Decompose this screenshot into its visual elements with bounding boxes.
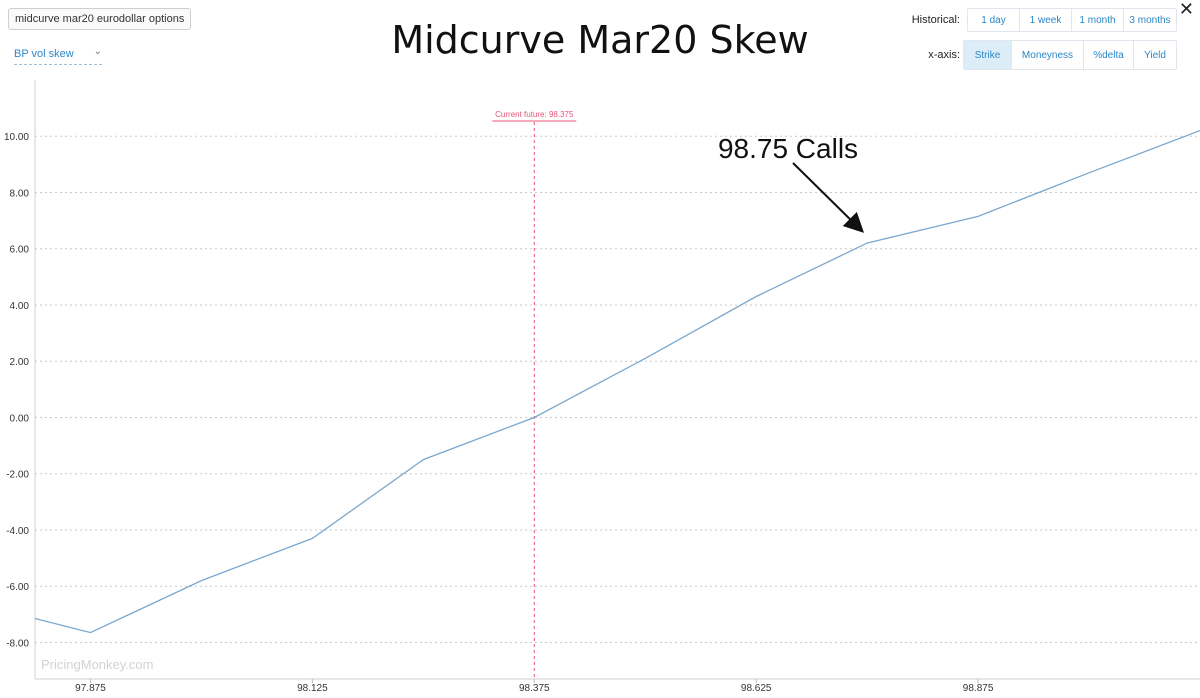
- watermark: PricingMonkey.com: [41, 657, 153, 672]
- x-axis-ticks: 97.875 98.125 98.375 98.625 98.875: [75, 679, 994, 694]
- historical-3-months-button[interactable]: 3 months: [1124, 9, 1176, 31]
- xaxis-button-group: Strike Moneyness %delta Yield: [963, 40, 1177, 70]
- series: [34, 129, 1200, 634]
- x-tick-label: 98.875: [963, 683, 994, 694]
- y-tick-label: 6.00: [10, 245, 30, 256]
- y-tick-label: -8.00: [6, 638, 29, 649]
- metric-select[interactable]: BP vol skew ⌄: [14, 46, 102, 65]
- historical-1-month-button[interactable]: 1 month: [1072, 9, 1124, 31]
- grid: [35, 135, 1200, 643]
- y-tick-label: -4.00: [6, 526, 29, 537]
- current-future-label: Current future: 98.375: [495, 110, 574, 119]
- historical-1-day-button[interactable]: 1 day: [968, 9, 1020, 31]
- x-tick-label: 98.625: [741, 683, 772, 694]
- x-tick-label: 98.375: [519, 683, 550, 694]
- x-tick-label: 98.125: [297, 683, 328, 694]
- xaxis-label: x-axis:: [928, 49, 960, 61]
- y-axis-ticks: 10.00 8.00 6.00 4.00 2.00 0.00 -2.00 -4.00 -6.00…: [4, 132, 29, 649]
- y-tick-label: 4.00: [10, 301, 30, 312]
- annotation-label: 98.75 Calls: [718, 133, 858, 164]
- xaxis-moneyness-button[interactable]: Moneyness: [1012, 41, 1084, 69]
- y-tick-label: -6.00: [6, 582, 29, 593]
- x-tick-label: 97.875: [75, 683, 106, 694]
- xaxis-delta-button[interactable]: %delta: [1084, 41, 1134, 69]
- product-label[interactable]: midcurve mar20 eurodollar options: [8, 8, 192, 30]
- chevron-down-icon: ⌄: [93, 46, 102, 57]
- y-tick-label: 8.00: [10, 188, 30, 199]
- annotation: 98.75 Calls: [718, 133, 864, 233]
- y-tick-label: 10.00: [4, 132, 29, 143]
- y-tick-label: -2.00: [6, 470, 29, 481]
- metric-select-label: BP vol skew: [14, 48, 74, 60]
- historical-button-group: 1 day 1 week 1 month 3 months: [967, 8, 1177, 32]
- chart-title: Midcurve Mar20 Skew: [391, 18, 809, 62]
- xaxis-strike-button[interactable]: Strike: [964, 41, 1012, 69]
- current-future-marker: Current future: 98.375: [492, 110, 577, 679]
- xaxis-yield-button[interactable]: Yield: [1134, 41, 1176, 69]
- y-tick-label: 2.00: [10, 357, 30, 368]
- close-icon[interactable]: ✕: [1178, 0, 1194, 19]
- y-tick-label: 0.00: [10, 413, 30, 424]
- historical-label: Historical:: [911, 14, 960, 26]
- skew-series-line: [34, 129, 1200, 634]
- historical-1-week-button[interactable]: 1 week: [1020, 9, 1072, 31]
- annotation-arrow: [792, 162, 864, 233]
